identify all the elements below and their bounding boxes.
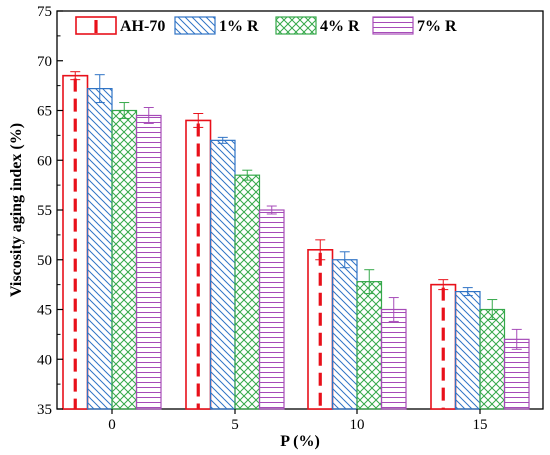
bar-0-0 [62,74,89,410]
x-axis: 0 5 10 15 [108,409,488,433]
legend-label-1: 1% R [219,18,259,35]
legend-label-0: AH-70 [120,18,165,35]
errorbar-1-3 [462,287,473,297]
errorbar-2-2 [364,269,375,295]
x-tick-label-0: 0 [108,417,116,433]
errorbar-1-1 [217,136,228,144]
x-axis-title: P (%) [280,433,320,450]
bar-1-1 [209,139,236,410]
errorbar-1-2 [339,251,350,269]
errorbar-0-2 [315,239,326,261]
errorbar-3-3 [511,328,522,350]
y-tick-label-6: 65 [37,104,52,120]
bar-0-1 [185,119,212,410]
y-tick-label-5: 60 [37,153,52,169]
legend-item-3: 7% R [372,16,457,35]
bar-2-0 [111,109,138,410]
bar-3-1 [258,209,285,410]
errorbar-0-3 [438,279,449,291]
legend-label-3: 7% R [417,18,457,35]
y-tick-label-3: 50 [37,253,52,269]
bar-1-0 [86,88,113,410]
legend-label-2: 4% R [320,18,360,35]
errorbar-2-1 [242,169,253,181]
errorbar-1-0 [94,74,105,104]
legend-item-1: 1% R [174,16,259,35]
legend-swatch-2 [275,16,317,35]
bar-0-3 [430,283,457,410]
y-axis: 35 40 45 50 55 60 65 70 75 [37,4,63,418]
legend: AH-70 1% R 4% R 7% R [75,16,457,35]
bar-1-3 [454,290,481,410]
legend-swatch-0 [75,16,117,35]
y-tick-label-8: 75 [37,4,52,20]
bar-3-0 [135,114,162,410]
bar-2-2 [356,281,383,410]
errorbar-3-2 [388,297,399,322]
errorbar-2-3 [487,299,498,320]
errorbar-3-0 [143,107,154,124]
errorbar-2-0 [119,102,130,119]
x-tick-label-3: 15 [473,417,488,433]
bar-2-1 [234,174,261,410]
bar-2-3 [479,308,506,410]
x-tick-label-2: 10 [350,417,365,433]
errorbar-3-1 [266,205,277,215]
legend-swatch-3 [372,16,414,35]
legend-swatch-1 [174,16,216,35]
bar-3-3 [503,338,530,410]
legend-item-2: 4% R [275,16,360,35]
y-tick-label-2: 45 [37,303,52,319]
bar-1-2 [331,259,358,410]
y-tick-label-7: 70 [37,54,52,70]
y-tick-label-4: 55 [37,203,52,219]
legend-item-0: AH-70 [75,16,165,35]
y-tick-label-0: 35 [37,402,52,418]
y-tick-label-1: 40 [37,352,52,368]
x-tick-label-1: 5 [231,417,239,433]
errorbars-layer [70,71,522,350]
errorbar-0-0 [70,71,81,81]
bar-3-2 [380,308,407,410]
errorbar-0-1 [193,112,204,128]
bar-0-2 [307,249,334,410]
y-axis-title: Viscosity aging index (%) [8,123,25,297]
